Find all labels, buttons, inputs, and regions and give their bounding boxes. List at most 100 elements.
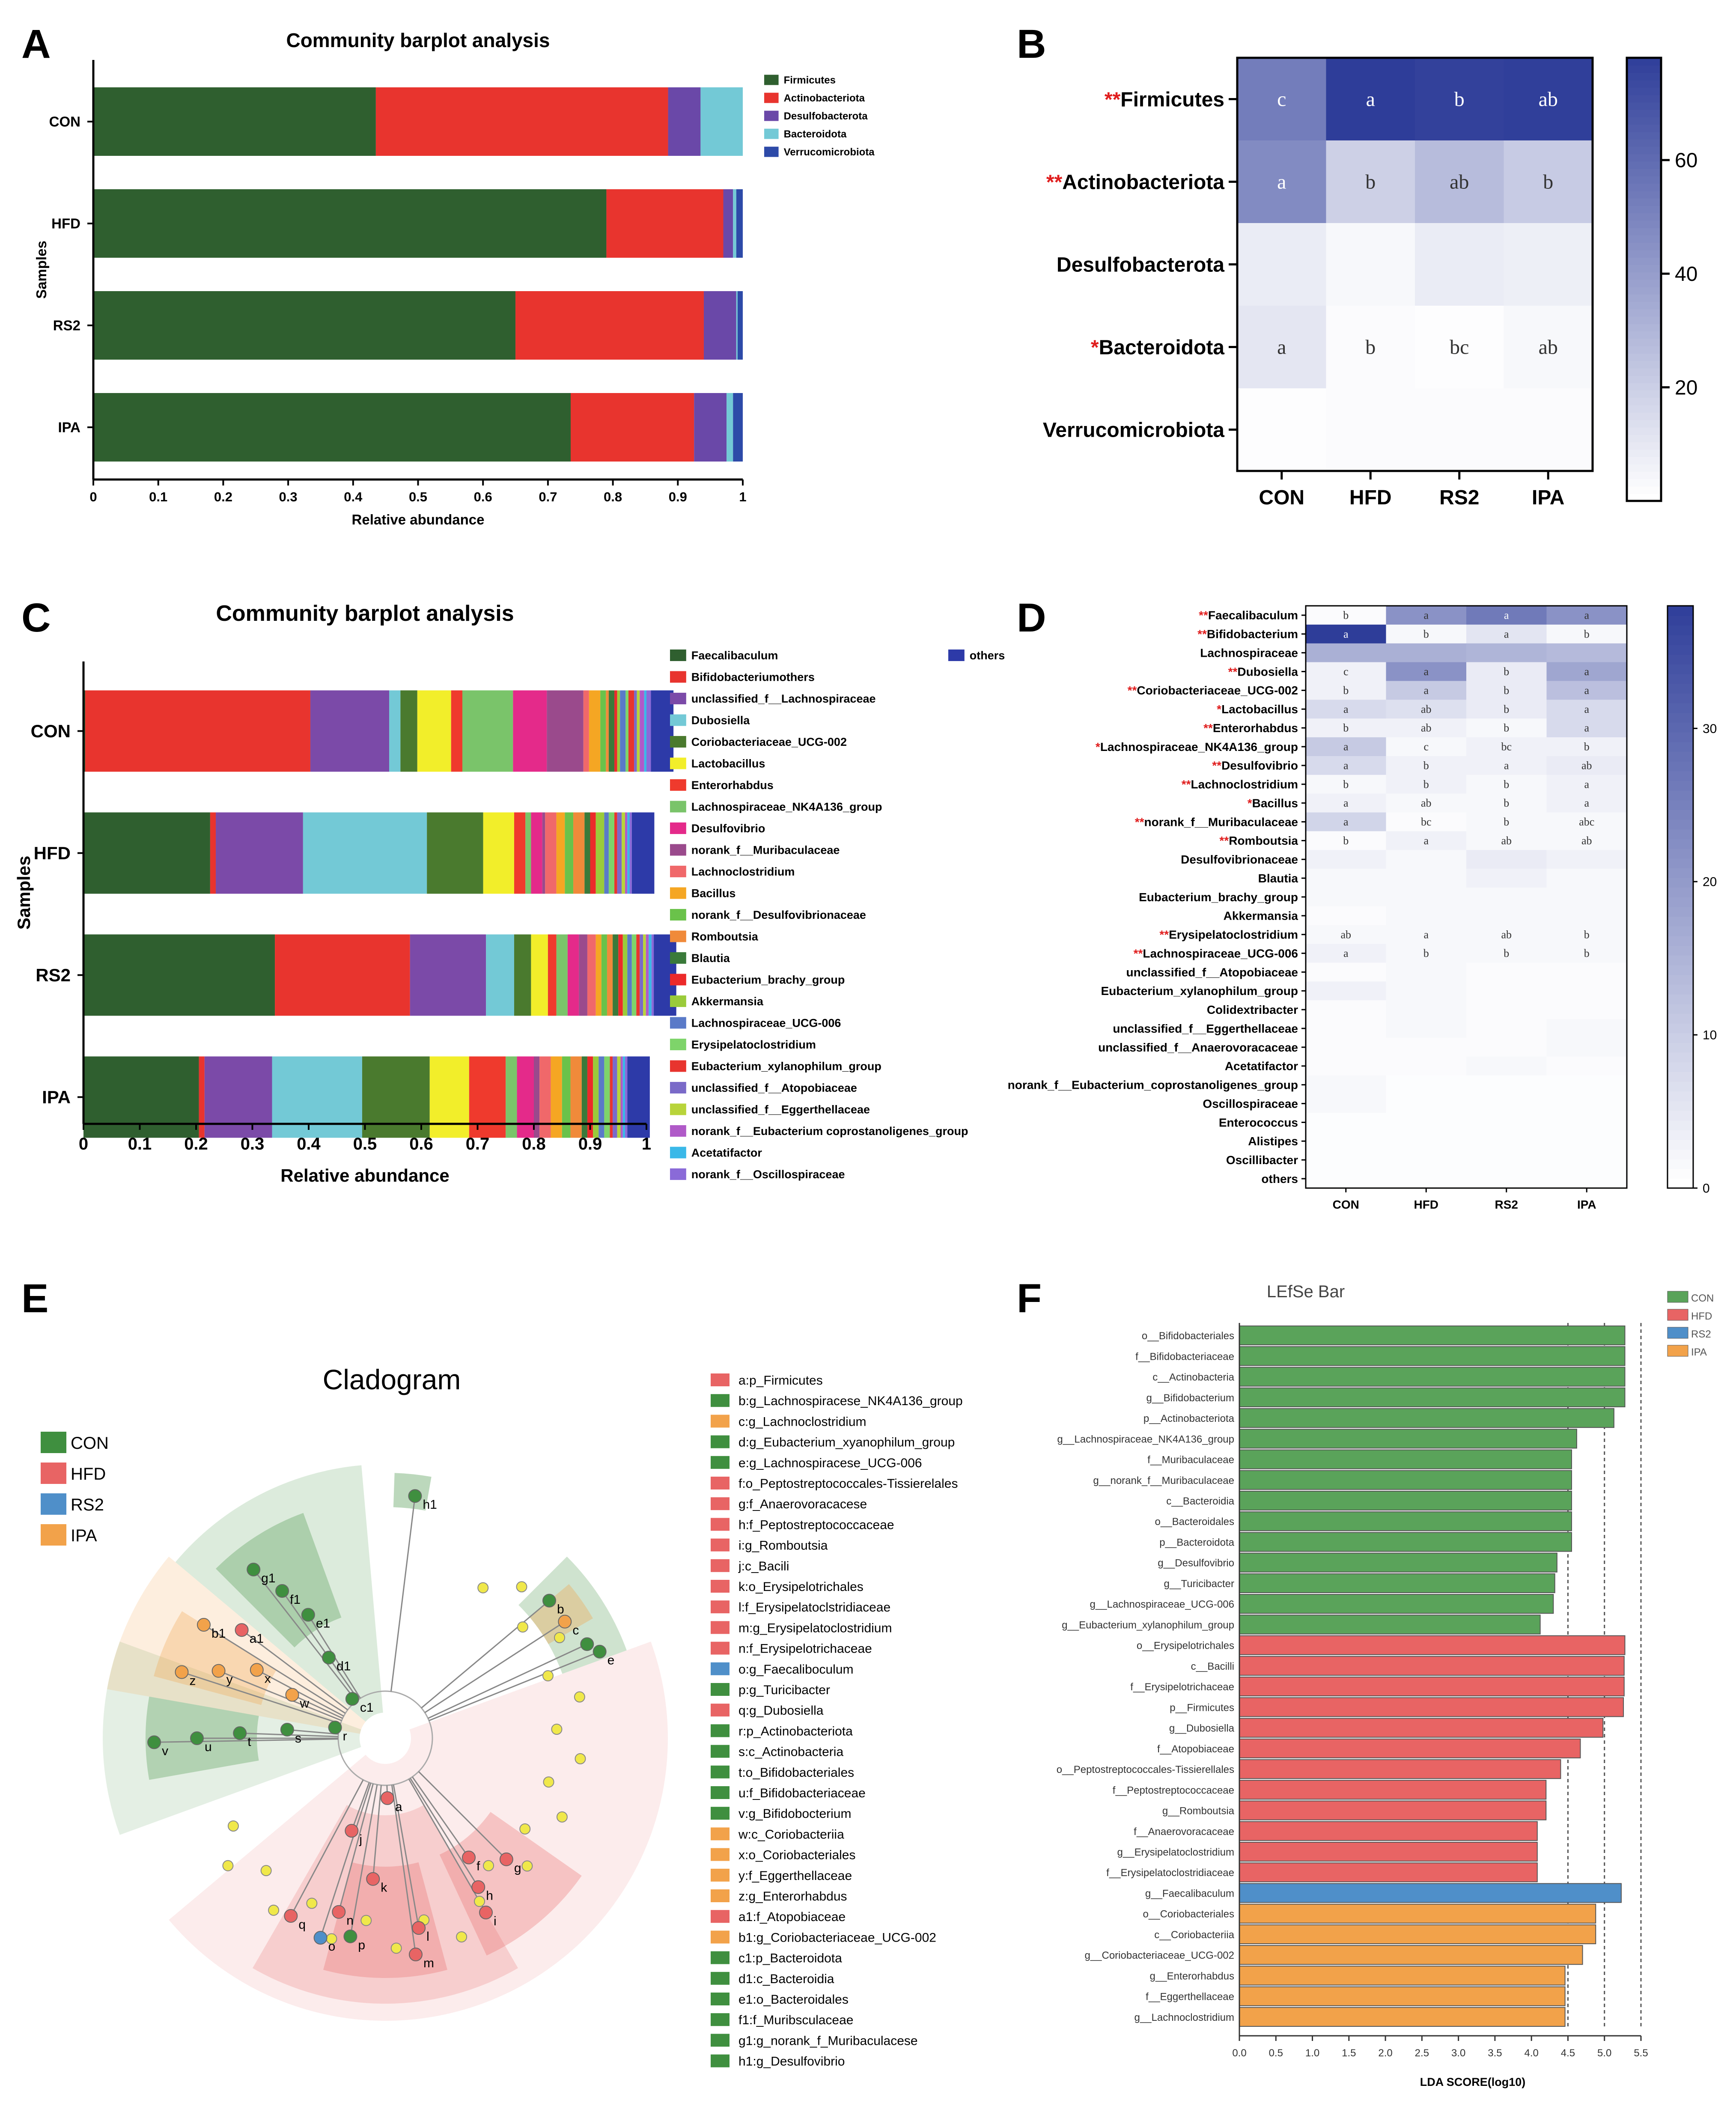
heatmap-cell <box>1386 1169 1467 1189</box>
heatmap-cell <box>1306 1094 1386 1114</box>
legend-swatch <box>670 1147 686 1159</box>
lefse-x-tick-label: 2.5 <box>1415 2047 1429 2059</box>
bar-segment-IPA-10 <box>539 1056 551 1138</box>
row-label: unclassified_f__Atopobiaceae <box>1126 965 1298 979</box>
heatmap-cell <box>1546 737 1627 757</box>
row-label: Lachnospiraceae <box>1200 646 1298 659</box>
significance-stars: * <box>1096 740 1100 754</box>
cladogram-node-hfd <box>366 1872 380 1886</box>
heatmap-cell <box>1415 58 1504 141</box>
lefse-bar-label: g__Desulfovibrio <box>1158 1558 1234 1569</box>
row-name: Alistipes <box>1248 1135 1298 1148</box>
colorbar-step <box>1627 109 1661 117</box>
row-label: others <box>1261 1172 1298 1186</box>
lefse-bar-label: g__Turicibacter <box>1164 1578 1234 1590</box>
heatmap-cell <box>1237 306 1326 389</box>
colorbar-step <box>1627 206 1661 214</box>
panel-letter-f: F <box>1017 1276 1042 1321</box>
significance-letter: b <box>1504 947 1509 959</box>
colorbar-step <box>1627 235 1661 243</box>
heatmap-cell <box>1546 681 1627 700</box>
colorbar-step <box>1627 346 1661 354</box>
colorbar-step <box>1627 161 1661 169</box>
taxon-legend-label: l:f_Erysipelatoclstridiaceae <box>738 1600 890 1615</box>
lefse-bar-label: c__Bacilli <box>1191 1661 1234 1672</box>
significance-letter: bc <box>1501 741 1512 753</box>
lefse-x-tick-label: 1.5 <box>1342 2047 1356 2059</box>
cladogram-branch <box>338 1783 374 1912</box>
legend-swatch <box>670 1082 686 1094</box>
x-tick-label: 0.4 <box>297 1135 321 1153</box>
colorbar-step <box>1627 58 1661 66</box>
colorbar-step <box>1627 442 1661 450</box>
significance-letter: b <box>1423 947 1429 959</box>
significance-letter: a <box>1277 170 1286 193</box>
lefse-bar-ipa <box>1239 1903 1596 1924</box>
legend-swatch <box>948 649 965 661</box>
bar-segment-RS2-1 <box>275 934 410 1016</box>
x-tick-label: 0.8 <box>522 1135 546 1153</box>
colorbar-step <box>1668 693 1693 703</box>
cladogram-node-label: c1 <box>360 1701 374 1715</box>
bar-segment-HFD-24 <box>629 812 632 894</box>
heatmap-cell <box>1546 793 1627 813</box>
heatmap-cell <box>1546 831 1627 850</box>
group-legend-label: IPA <box>71 1526 97 1545</box>
legend-label: Verrucomicrobiota <box>784 146 875 158</box>
column-label: HFD <box>1414 1198 1438 1211</box>
bar-segment-RS2-13 <box>607 934 613 1016</box>
x-tick-label: 0.6 <box>409 1135 433 1153</box>
group-legend-swatch <box>41 1493 66 1515</box>
lefse-bar-label: g__Erysipelatoclostridium <box>1117 1847 1234 1858</box>
heatmap-cell <box>1386 981 1467 1001</box>
row-name: unclassified_f__Anaerovoracaceae <box>1098 1041 1298 1054</box>
bar-segment-IPA-2 <box>694 393 727 462</box>
cladogram-branch <box>241 1629 348 1710</box>
colorbar-step <box>1627 191 1661 199</box>
heatmap-cell <box>1466 888 1547 907</box>
cladogram-node-label: i <box>494 1914 497 1928</box>
legend-swatch <box>670 866 686 878</box>
lefse-legend-label: RS2 <box>1691 1329 1711 1340</box>
lefse-bar-label: c__Bacteroidia <box>1166 1495 1234 1507</box>
colorbar-step <box>1668 926 1693 936</box>
bar-segment-CON-1 <box>85 690 310 772</box>
heatmap-cell <box>1415 223 1504 306</box>
bar-segment-IPA-15 <box>587 1056 593 1138</box>
row-label: Eubacterium_xylanophilum_group <box>1101 984 1298 998</box>
column-label: IPA <box>1532 486 1564 509</box>
heatmap-cell <box>1306 944 1386 963</box>
x-tick-label: 1 <box>642 1135 651 1153</box>
x-tick-label: 0 <box>79 1135 88 1153</box>
cladogram-branch <box>203 1624 346 1714</box>
bar-segment-IPA-3 <box>272 1056 362 1138</box>
bar-segment-HFD-11 <box>556 812 565 894</box>
heatmap-cell <box>1386 1150 1467 1170</box>
lefse-legend-swatch <box>1667 1327 1688 1339</box>
heatmap-cell <box>1546 981 1627 1001</box>
significance-stars: ** <box>1228 665 1238 678</box>
colorbar-tick-label: 0 <box>1703 1182 1710 1196</box>
legend-label: Eubacterium_xylanophilum_group <box>691 1060 881 1073</box>
row-label: **norank_f__Muribaculaceae <box>1135 815 1298 828</box>
column-label: CON <box>1333 1198 1359 1211</box>
cladogram-branch <box>411 1776 470 1858</box>
cladogram-node-hfd <box>235 1623 249 1637</box>
significance-letter: b <box>1365 170 1376 193</box>
colorbar-step <box>1668 1168 1693 1179</box>
cladogram-node-ipa <box>285 1688 299 1702</box>
x-tick-label: 0 <box>89 489 97 504</box>
colorbar-step <box>1668 1120 1693 1130</box>
taxon-legend-swatch <box>711 1910 730 1923</box>
x-tick-label: 0.4 <box>344 489 363 504</box>
y-axis-label: Samples <box>33 241 49 299</box>
legend-label: Coriobacteriaceae_UCG-002 <box>691 736 847 748</box>
significance-letter: a <box>1343 741 1349 753</box>
heatmap-cell <box>1306 869 1386 888</box>
heatmap-cell <box>1546 906 1627 926</box>
group-legend-label: CON <box>71 1434 109 1453</box>
heatmap-cell <box>1306 700 1386 719</box>
taxon-legend-label: h1:g_Desulfovibrio <box>738 2055 845 2069</box>
bar-segment-IPA-22 <box>620 1056 623 1138</box>
